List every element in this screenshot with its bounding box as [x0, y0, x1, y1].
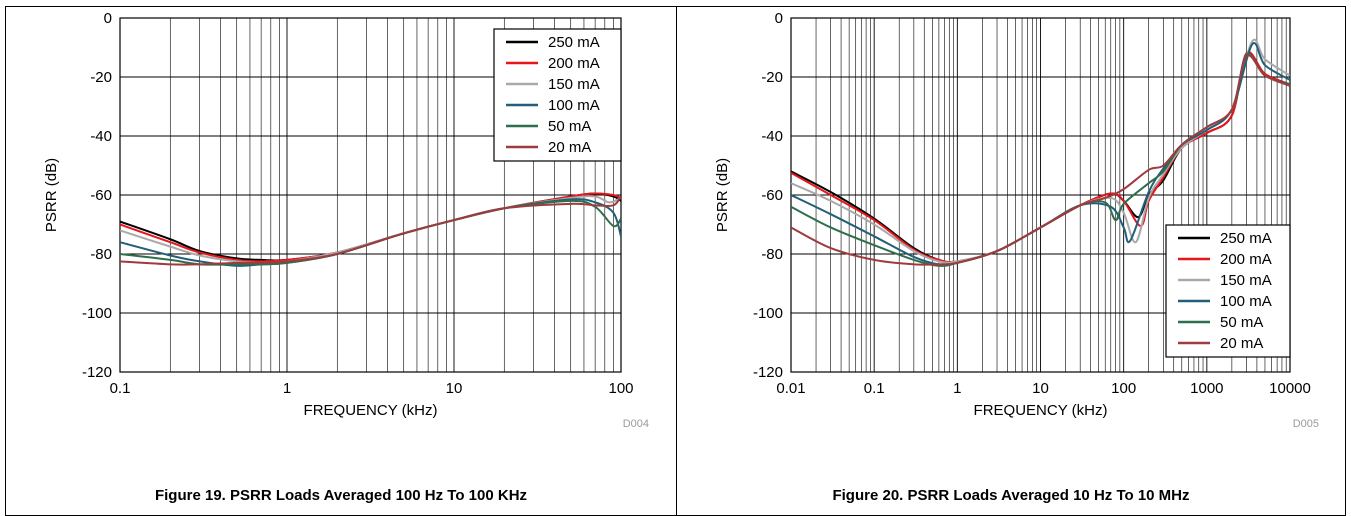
figure-20-caption: Figure 20. PSRR Loads Averaged 10 Hz To … — [832, 487, 1190, 504]
plot-border — [119, 17, 622, 373]
y-tick-label: -60 — [761, 187, 783, 204]
y-tick-label: -40 — [761, 128, 783, 145]
y-tick-label: -100 — [82, 305, 112, 322]
x-tick-label: 10 — [1032, 380, 1049, 397]
legend-label: 200 mA — [1220, 251, 1272, 268]
legend: 250 mA 200 mA 150 mA 100 mA 50 mA 20 mA — [1165, 224, 1291, 358]
legend-label: 20 mA — [1220, 335, 1263, 352]
series-line-150-ma — [120, 195, 621, 264]
x-tick-label: 10000 — [1269, 380, 1311, 397]
legend-label: 200 mA — [548, 55, 600, 72]
legend-label: 250 mA — [548, 34, 600, 51]
series-group — [120, 192, 621, 267]
y-tick-label: -120 — [82, 364, 112, 381]
x-tick-label: 10 — [446, 380, 463, 397]
legend-box — [1165, 224, 1291, 358]
x-tick-label: 0.1 — [864, 380, 885, 397]
y-axis-label: PSRR (dB) — [43, 158, 60, 232]
x-tick-label: 0.1 — [110, 380, 131, 397]
y-tick-label: -20 — [761, 69, 783, 86]
figure-code: D004 — [623, 418, 649, 430]
legend-label: 150 mA — [1220, 272, 1272, 289]
series-line-20-ma — [120, 195, 621, 266]
y-tick-label: 0 — [104, 10, 112, 27]
y-tick-label: 0 — [775, 10, 783, 27]
legend: 250 mA 200 mA 150 mA 100 mA 50 mA 20 mA — [493, 28, 622, 162]
series-group — [791, 38, 1290, 267]
series-line-200-ma — [120, 192, 621, 263]
figure-19-caption: Figure 19. PSRR Loads Averaged 100 Hz To… — [154, 487, 528, 504]
x-tick-label: 100 — [1111, 380, 1136, 397]
legend-label: 250 mA — [1220, 230, 1272, 247]
x-axis-label: FREQUENCY (kHz) — [304, 402, 438, 419]
x-tick-label: 1000 — [1190, 380, 1223, 397]
series-line-20-ma — [791, 54, 1290, 266]
legend-label: 100 mA — [1220, 293, 1272, 310]
legend-label: 50 mA — [1220, 314, 1263, 331]
x-tick-label: 1 — [953, 380, 961, 397]
y-tick-label: -120 — [753, 364, 783, 381]
figure-code: D005 — [1293, 418, 1319, 430]
series-line-100-ma — [120, 198, 621, 267]
x-tick-label: 1 — [283, 380, 291, 397]
y-tick-label: -60 — [90, 187, 112, 204]
series-line-200-ma — [791, 51, 1290, 264]
x-tick-label: 0.01 — [776, 380, 805, 397]
x-tick-label: 100 — [608, 380, 633, 397]
legend-label: 100 mA — [548, 97, 600, 114]
y-axis-label: PSRR (dB) — [714, 158, 731, 232]
legend-box — [493, 28, 622, 162]
y-tick-label: -80 — [90, 246, 112, 263]
y-tick-label: -20 — [90, 69, 112, 86]
y-tick-label: -40 — [90, 128, 112, 145]
y-tick-label: -80 — [761, 246, 783, 263]
x-axis-label: FREQUENCY (kHz) — [974, 402, 1108, 419]
y-tick-label: -100 — [753, 305, 783, 322]
legend-label: 20 mA — [548, 139, 591, 156]
legend-label: 150 mA — [548, 76, 600, 93]
legend-label: 50 mA — [548, 118, 591, 135]
